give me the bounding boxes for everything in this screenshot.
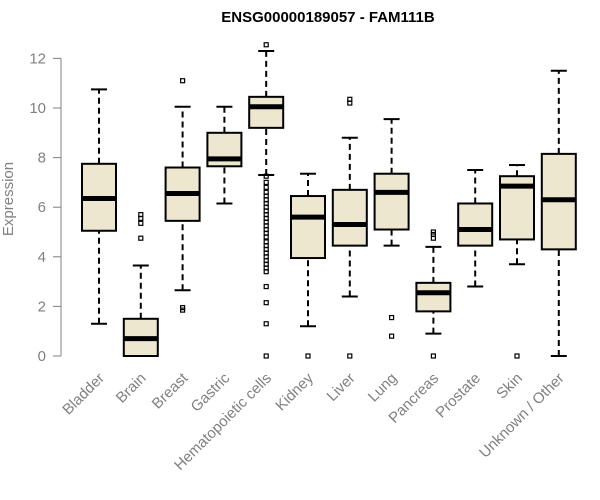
x-tick-label: Lung bbox=[365, 370, 401, 406]
y-axis: 0 2 4 6 8 10 12 bbox=[29, 50, 62, 365]
outlier-point bbox=[389, 333, 395, 339]
box-group bbox=[415, 229, 452, 359]
x-tick-label: Liver bbox=[324, 370, 359, 405]
outlier-point bbox=[347, 353, 353, 359]
outlier-point bbox=[180, 305, 186, 311]
outlier-point bbox=[263, 283, 269, 290]
y-tick-label: 4 bbox=[38, 249, 46, 266]
outlier-point bbox=[263, 184, 269, 190]
y-tick-label: 8 bbox=[38, 150, 46, 167]
box-group bbox=[373, 118, 410, 339]
box-group bbox=[457, 169, 494, 288]
outlier-point bbox=[263, 179, 269, 185]
y-axis-label: Expression bbox=[0, 162, 17, 236]
outlier-point bbox=[430, 229, 436, 235]
box-body bbox=[457, 202, 494, 247]
box-group bbox=[122, 212, 159, 357]
y-tick-label: 6 bbox=[38, 199, 46, 216]
x-tick-label: Brain bbox=[113, 370, 150, 407]
outlier-point bbox=[305, 353, 311, 359]
outlier-point bbox=[263, 269, 269, 275]
boxes-layer bbox=[81, 42, 577, 359]
box-body bbox=[373, 172, 410, 231]
box-body bbox=[248, 95, 285, 129]
box-group bbox=[540, 69, 577, 357]
outlier-point bbox=[138, 220, 144, 226]
x-tick-label: Skin bbox=[493, 370, 526, 403]
box-body bbox=[415, 281, 452, 313]
x-tick-label: Breast bbox=[149, 369, 192, 412]
outlier-point bbox=[180, 78, 186, 84]
box-group bbox=[290, 172, 326, 359]
outlier-point bbox=[138, 235, 144, 241]
outlier-point bbox=[138, 212, 144, 218]
outlier-point bbox=[263, 234, 269, 240]
box-group bbox=[81, 88, 117, 325]
outlier-point bbox=[430, 353, 436, 359]
box-body bbox=[331, 188, 368, 247]
outlier-point bbox=[389, 314, 395, 321]
outlier-point bbox=[263, 42, 269, 48]
box-group bbox=[164, 78, 201, 313]
outlier-point bbox=[263, 173, 269, 179]
box-group bbox=[331, 96, 368, 359]
y-tick-label: 12 bbox=[29, 50, 46, 67]
x-tick-label: Kidney bbox=[272, 369, 317, 414]
y-tick-label: 2 bbox=[38, 298, 46, 315]
outlier-point bbox=[263, 353, 269, 359]
outlier-point bbox=[263, 321, 269, 327]
y-tick-label: 0 bbox=[38, 348, 46, 365]
outlier-point bbox=[514, 353, 520, 359]
box-group bbox=[499, 164, 535, 359]
box-group bbox=[248, 42, 285, 359]
box-group bbox=[206, 105, 243, 205]
y-tick-label: 10 bbox=[29, 100, 46, 117]
outlier-point bbox=[263, 300, 269, 306]
x-tick-label: Bladder bbox=[59, 370, 108, 419]
outlier-point bbox=[347, 96, 353, 102]
chart-title: ENSG00000189057 - FAM111B bbox=[221, 9, 435, 26]
box-body bbox=[290, 195, 326, 260]
x-tick-label: Prostate bbox=[432, 370, 484, 422]
